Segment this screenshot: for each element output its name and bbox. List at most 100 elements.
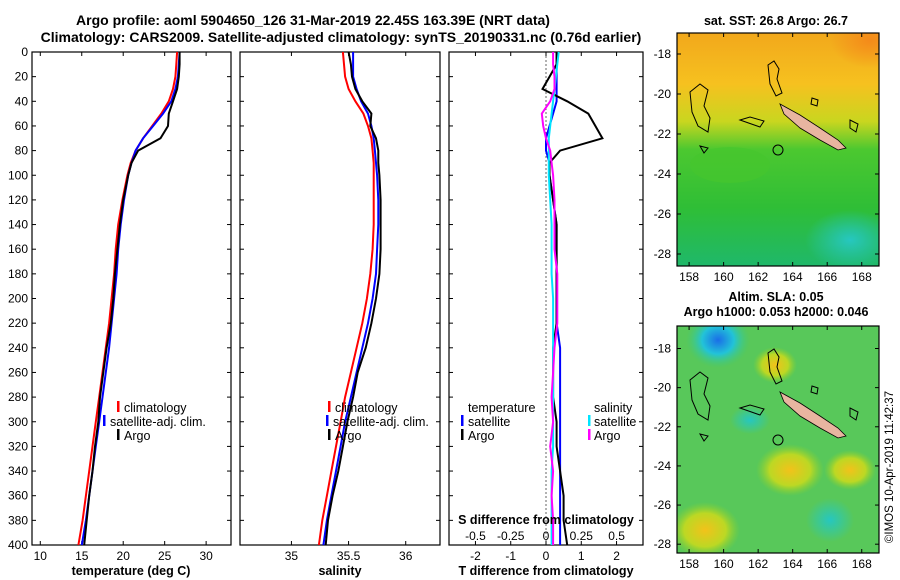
lon-tick-label: 160	[714, 270, 734, 284]
legend-label-climatology: climatology	[124, 401, 187, 415]
lon-tick-label: 164	[783, 557, 803, 571]
difference-x2tick-label: -0.25	[497, 529, 525, 543]
sst-map-frame	[676, 32, 880, 267]
lat-tick-label: -22	[654, 420, 672, 434]
lon-tick-label: 160	[714, 557, 734, 571]
lat-tick-label: -28	[654, 537, 672, 551]
legend-swatch-argo	[117, 429, 120, 440]
depth-tick-label: 160	[8, 242, 28, 256]
depth-tick-label: 140	[8, 218, 28, 232]
sla-map-ticks: -18 -20 -22 -24 -26 -28 158 160 162 164 166 168	[654, 326, 879, 571]
lon-tick-label: 168	[852, 270, 872, 284]
lat-tick-label: -26	[654, 207, 672, 221]
legend-label-satellite: satellite-adj. clim.	[333, 415, 429, 429]
temperature-xtick-label: 25	[158, 549, 172, 563]
sla-map-title-line1: Altim. SLA: 0.05	[728, 290, 823, 304]
argo-position-marker	[772, 144, 784, 156]
credit-text: ©IMOS 10-Apr-2019 11:42:37	[884, 391, 896, 543]
lat-tick-label: -22	[654, 127, 672, 141]
sla-low-patch	[806, 498, 854, 542]
depth-tick-label: 180	[8, 267, 28, 281]
salinity-xtick-label: 35.5	[337, 549, 361, 563]
legend-swatch-argo	[328, 429, 331, 440]
coastline	[689, 348, 859, 442]
temperature-xtick-label: 30	[199, 549, 213, 563]
difference-panel: -2 -1 0 1 2-0.5 -0.25 0 0.25 0.5	[448, 51, 644, 563]
depth-tick-label: 40	[15, 94, 29, 108]
lat-tick-label: -26	[654, 498, 672, 512]
new-caledonia-island	[779, 391, 847, 439]
depth-tick-label: 320	[8, 439, 28, 453]
difference-xtick-label: -2	[470, 549, 481, 563]
depth-tick-label: 260	[8, 365, 28, 379]
temperature-line-satellite-adj-clim	[80, 51, 181, 546]
temperature-line-argo	[83, 52, 181, 546]
difference-x2tick-label: 0.25	[570, 529, 594, 543]
new-caledonia-island	[779, 103, 847, 151]
temperature-axes-frame	[31, 51, 232, 546]
difference-xtick-label: 2	[613, 549, 620, 563]
depth-tick-label: 20	[15, 70, 29, 84]
lat-tick-label: -24	[654, 167, 672, 181]
salinity-line-climatology	[317, 51, 375, 546]
sla-map: Altim. SLA: 0.05 Argo h1000: 0.053 h2000…	[654, 290, 880, 571]
legend-swatch-satellite	[326, 415, 329, 426]
salinity-line-satellite-adj-clim	[322, 52, 380, 546]
coastline	[689, 60, 859, 154]
sla-high-patch	[824, 450, 876, 490]
salinity-line-argo	[324, 51, 382, 546]
legend-swatch-t-satellite	[461, 415, 464, 426]
sst-warm-patch	[830, 33, 879, 68]
salinity-axes-frame	[239, 51, 441, 546]
difference-line-temperature-argo	[541, 52, 604, 546]
salinity-panel: 35 35.5 36	[239, 51, 441, 563]
legend-label-s-argo: Argo	[594, 429, 620, 443]
difference-x2tick-label: 0.5	[608, 529, 625, 543]
legend-swatch-s-argo	[588, 429, 591, 440]
depth-tick-label: 0	[21, 45, 28, 59]
sla-map-frame	[676, 325, 880, 554]
difference-x2tick-label: -0.5	[465, 529, 486, 543]
depth-tick-label: 300	[8, 415, 28, 429]
salinity-xlabel: salinity	[318, 564, 361, 578]
sst-green-patch	[690, 147, 770, 183]
legend-label-argo: Argo	[335, 429, 361, 443]
temperature-xtick-label: 20	[117, 549, 131, 563]
difference-xtick-label: -1	[505, 549, 516, 563]
difference-xtick-label: 0	[543, 549, 550, 563]
sst-cool-patch	[805, 210, 879, 266]
depth-tick-label: 200	[8, 292, 28, 306]
lon-tick-label: 158	[679, 270, 699, 284]
figure-title-line2: Climatology: CARS2009. Satellite-adjuste…	[41, 29, 642, 45]
sla-high-patch	[677, 502, 740, 553]
legend-header-temperature: temperature	[468, 401, 535, 415]
depth-tick-label: 400	[8, 538, 28, 552]
temperature-legend: climatology satellite-adj. clim. Argo	[103, 401, 206, 443]
depth-tick-label: 80	[15, 144, 29, 158]
depth-tick-label: 220	[8, 316, 28, 330]
depth-tick-label: 340	[8, 464, 28, 478]
sla-low-patch	[686, 326, 750, 368]
depth-tick-label: 360	[8, 489, 28, 503]
depth-axis: 0 20 40 60 80 100 120 140 160 180 200 220 240 260 280 3…	[8, 45, 28, 552]
legend-label-satellite: satellite-adj. clim.	[110, 415, 206, 429]
depth-tick-label: 280	[8, 390, 28, 404]
lat-tick-label: -24	[654, 459, 672, 473]
depth-tick-label: 60	[15, 119, 29, 133]
depth-tick-label: 380	[8, 513, 28, 527]
depth-tick-label: 120	[8, 193, 28, 207]
legend-swatch-climatology	[117, 401, 120, 412]
legend-label-s-satellite: satellite	[594, 415, 636, 429]
temperature-xlabel: temperature (deg C)	[72, 564, 191, 578]
sst-map: sat. SST: 26.8 Argo: 26.7 -18 -20 -22 -24 -2…	[654, 14, 880, 284]
sla-map-title-line2: Argo h1000: 0.053 h2000: 0.046	[684, 305, 869, 319]
temperature-xtick-label: 10	[34, 549, 48, 563]
salinity-xtick-label: 35	[285, 549, 299, 563]
legend-label-t-argo: Argo	[468, 429, 494, 443]
legend-label-climatology: climatology	[335, 401, 398, 415]
lon-tick-label: 166	[817, 270, 837, 284]
sst-map-ticks: -18 -20 -22 -24 -26 -28 158 160 162 164 166 168	[654, 33, 879, 284]
lon-tick-label: 162	[748, 270, 768, 284]
difference-line-salinity-satellite	[547, 51, 560, 545]
